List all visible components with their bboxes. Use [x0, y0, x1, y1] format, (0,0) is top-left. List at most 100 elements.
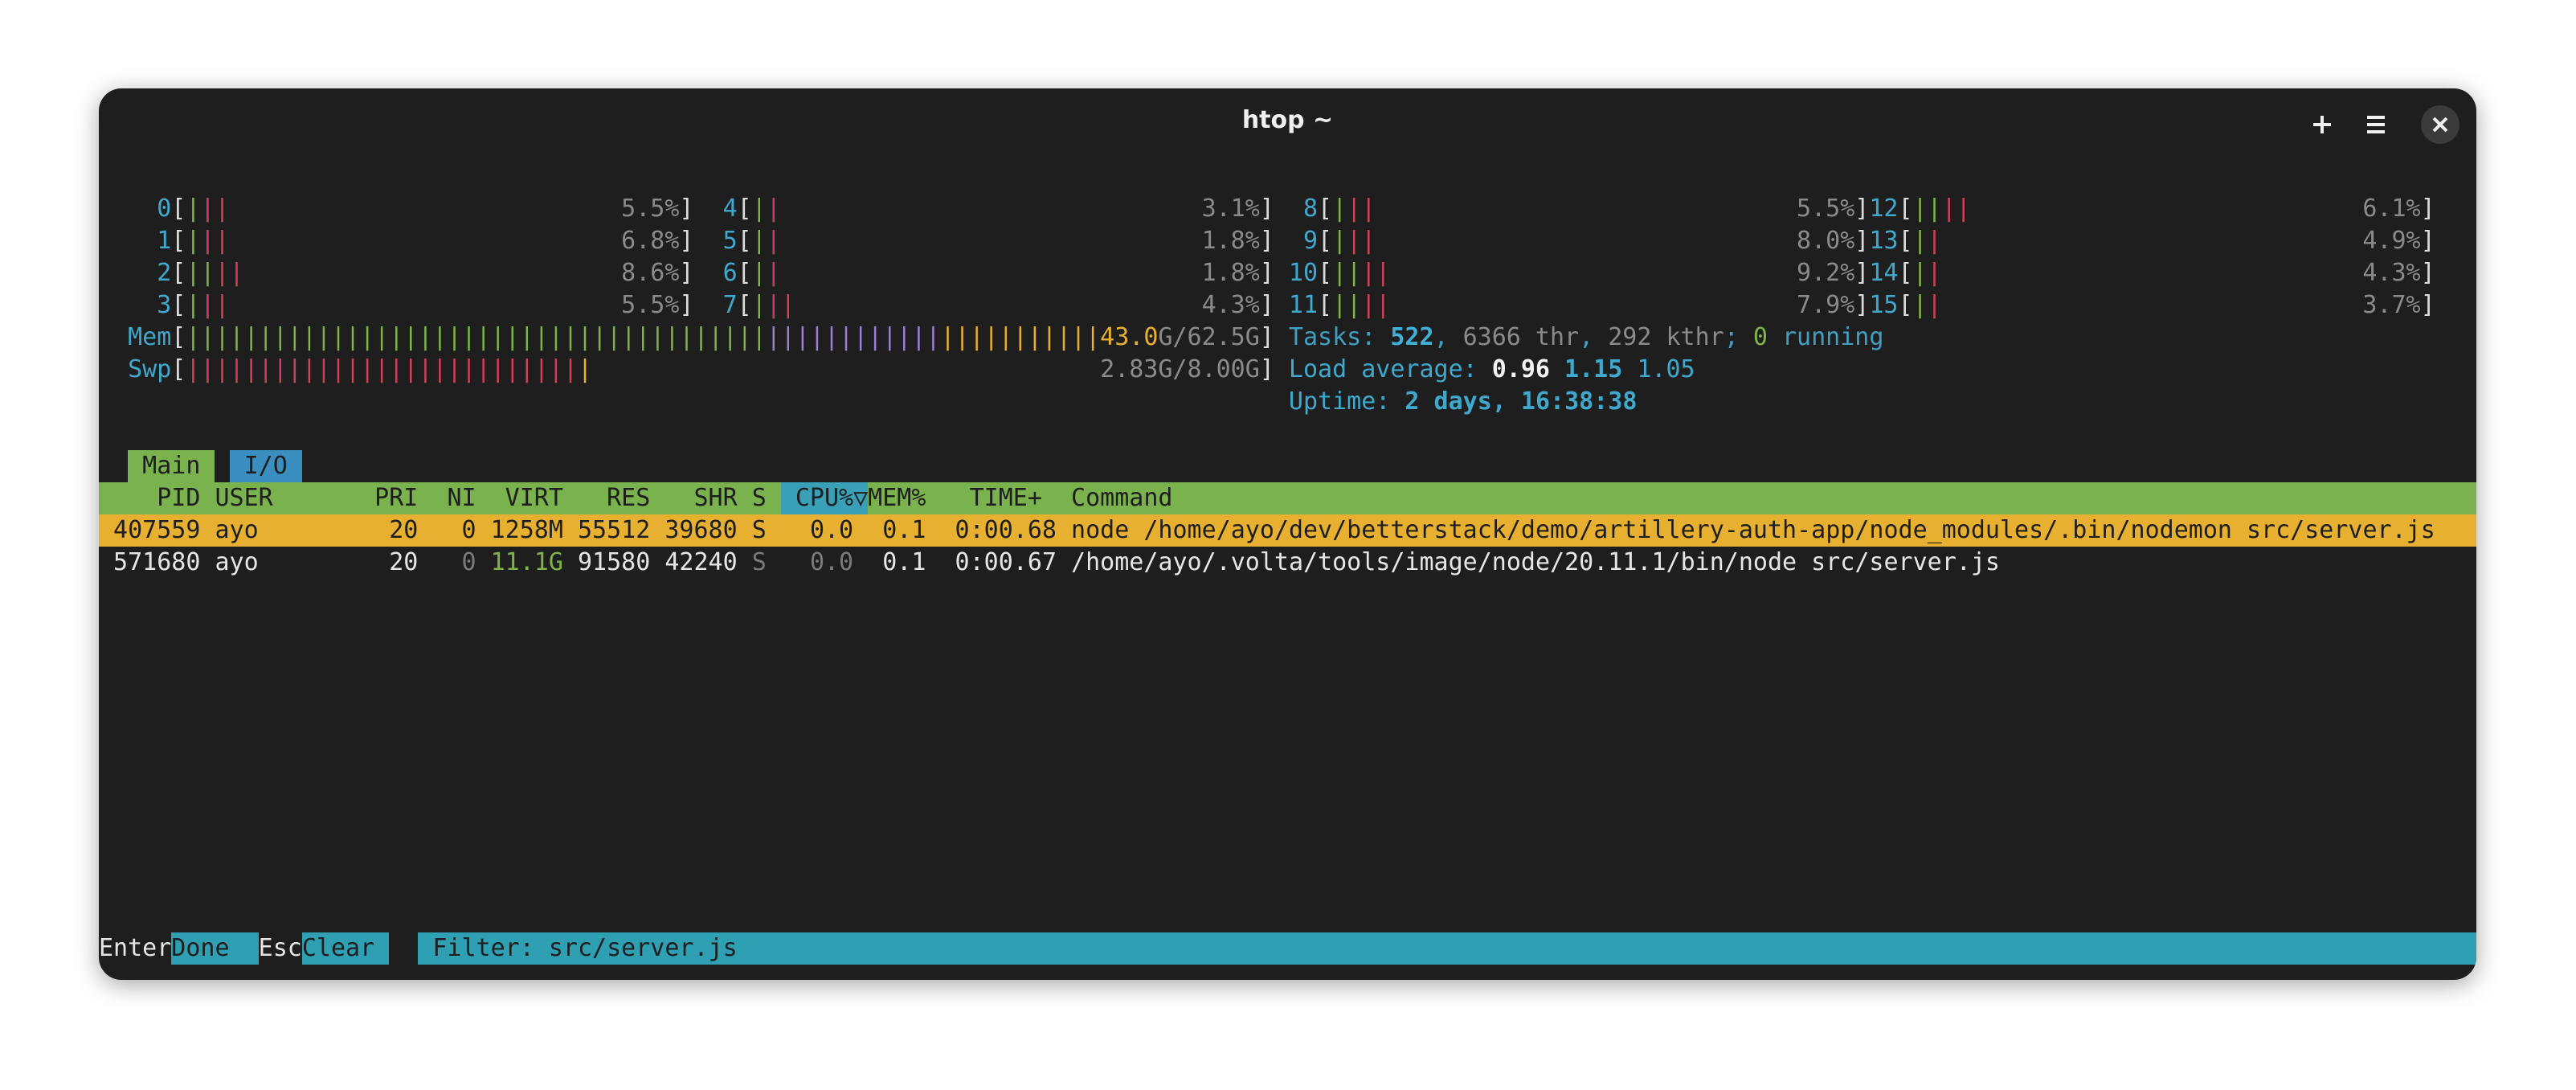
- cpu-percent: 5.5%: [621, 291, 680, 319]
- process-field[interactable]: 39680: [664, 516, 738, 544]
- cpu-percent: 6.1%: [2362, 195, 2421, 223]
- meter-bracket: [: [171, 227, 186, 255]
- column-header[interactable]: USER: [215, 484, 273, 512]
- footer-key[interactable]: Esc: [258, 934, 302, 962]
- tab[interactable]: I/O: [243, 452, 288, 480]
- process-field[interactable]: 0.0: [809, 516, 854, 544]
- column-header[interactable]: CPU%▽: [795, 484, 869, 512]
- meter-bar: |: [751, 227, 767, 255]
- column-header[interactable]: Command: [1071, 484, 1173, 512]
- column-header[interactable]: NI: [447, 484, 476, 512]
- footer-action[interactable]: Clear: [301, 934, 375, 962]
- meter-bracket: ]: [1259, 291, 1274, 319]
- process-field[interactable]: 42240: [664, 548, 738, 576]
- tasks-text: ;: [1723, 323, 1753, 351]
- footer-key[interactable]: Enter: [99, 934, 172, 962]
- process-field[interactable]: /home/ayo/.volta/tools/image/node/20.11.…: [1071, 548, 2000, 576]
- process-field[interactable]: 20: [389, 516, 419, 544]
- process-field[interactable]: 0.1: [882, 548, 926, 576]
- process-field[interactable]: S: [751, 516, 767, 544]
- cpu-id: 10: [1288, 259, 1319, 287]
- process-field[interactable]: 407559: [113, 516, 201, 544]
- process-field[interactable]: ayo: [215, 516, 259, 544]
- column-header[interactable]: RES: [607, 484, 651, 512]
- process-field[interactable]: 55512: [577, 516, 651, 544]
- meter-bracket: ]: [1854, 195, 1870, 223]
- meter-bar: |: [1912, 227, 1928, 255]
- column-header[interactable]: PID: [157, 484, 201, 512]
- meter-bracket: ]: [2420, 195, 2435, 223]
- process-field[interactable]: node /home/ayo/dev/betterstack/demo/arti…: [1071, 516, 2435, 544]
- meter-bar: |: [577, 355, 593, 383]
- process-field[interactable]: 91580: [577, 548, 651, 576]
- window-title: htop ~: [1241, 106, 1334, 134]
- process-field[interactable]: 0: [461, 516, 476, 544]
- meter-bracket: [: [1898, 259, 1913, 287]
- process-field[interactable]: 0.1: [882, 516, 926, 544]
- tasks-text: 522: [1390, 323, 1434, 351]
- cpu-percent: 4.3%: [1201, 291, 1260, 319]
- column-header[interactable]: PRI: [374, 484, 419, 512]
- filter-bar: [418, 932, 2476, 965]
- new-tab-button[interactable]: [2313, 116, 2331, 133]
- footer-action[interactable]: Done: [171, 934, 230, 962]
- column-header[interactable]: VIRT: [505, 484, 563, 512]
- meter-bar: |: [186, 291, 201, 319]
- cpu-id: 6: [722, 259, 738, 287]
- meter-bar: |: [751, 291, 767, 319]
- meter-bracket: ]: [1259, 195, 1274, 223]
- meter-bracket: [: [1898, 227, 1913, 255]
- load-label: Load average:: [1288, 355, 1478, 383]
- load-value: 1.05: [1637, 355, 1695, 383]
- column-header[interactable]: S: [751, 484, 767, 512]
- cpu-id: 8: [1302, 195, 1319, 223]
- process-field[interactable]: 0.0: [809, 548, 854, 576]
- meter-bracket: [: [737, 195, 752, 223]
- tab[interactable]: Main: [142, 452, 201, 480]
- meter-bar: ||: [186, 259, 215, 287]
- process-field[interactable]: 0:00.68: [955, 516, 1057, 544]
- cpu-id: 14: [1869, 259, 1899, 287]
- column-header[interactable]: SHR: [693, 484, 738, 512]
- mem-used: 43.0: [1100, 323, 1159, 351]
- filter-value: src/server.js: [548, 934, 738, 962]
- meter-bar: |: [1927, 227, 1942, 255]
- meter-bar: ||: [1912, 195, 1942, 223]
- process-field[interactable]: 0: [461, 548, 476, 576]
- meter-bracket: ]: [1259, 323, 1274, 351]
- meter-bracket: [: [1898, 195, 1913, 223]
- column-header[interactable]: TIME+: [969, 484, 1042, 512]
- process-field[interactable]: 20: [389, 548, 419, 576]
- column-header[interactable]: MEM%: [868, 484, 926, 512]
- process-field[interactable]: 11.1G: [490, 548, 563, 576]
- selected-row-bg: [99, 514, 2476, 547]
- meter-bar: |: [1927, 259, 1942, 287]
- meter-bar: ||: [200, 291, 230, 319]
- meter-bar: |: [751, 259, 767, 287]
- process-field[interactable]: 1258M: [490, 516, 563, 544]
- process-field[interactable]: 571680: [113, 548, 201, 576]
- meter-bar: ||||||||||||||||||||||||||||||||||||||||: [186, 323, 767, 351]
- meter-bracket: [: [171, 259, 186, 287]
- meter-bracket: [: [1898, 291, 1913, 319]
- cpu-percent: 5.5%: [1797, 195, 1855, 223]
- meter-bracket: ]: [679, 227, 694, 255]
- meter-bar: ||: [1361, 291, 1391, 319]
- process-field[interactable]: S: [751, 548, 767, 576]
- meter-bar: |: [1927, 291, 1942, 319]
- meter-bar: ||: [1941, 195, 1971, 223]
- meter-bracket: [: [737, 227, 752, 255]
- process-field[interactable]: 0:00.67: [955, 548, 1057, 576]
- meter-bracket: ]: [1854, 227, 1870, 255]
- load-value: 1.15: [1564, 355, 1623, 383]
- meter-label: Swp: [128, 355, 172, 383]
- meter-bracket: ]: [1854, 291, 1870, 319]
- tab-io-bg: [229, 450, 302, 482]
- menu-button[interactable]: [2367, 116, 2385, 133]
- process-field[interactable]: ayo: [215, 548, 259, 576]
- close-button[interactable]: [2421, 105, 2459, 144]
- tasks-text: 292 kthr: [1608, 323, 1724, 351]
- tasks-text: ,: [1579, 323, 1609, 351]
- window-controls: [2313, 105, 2459, 144]
